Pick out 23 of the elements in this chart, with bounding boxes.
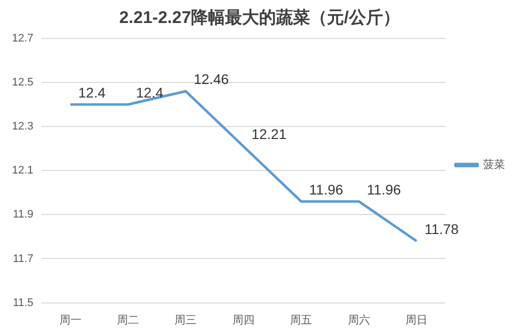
y-tick-label: 11.5: [12, 296, 34, 309]
x-tick-label: 周四: [232, 314, 254, 326]
data-label: 12.21: [251, 126, 287, 142]
data-label: 12.46: [194, 71, 229, 88]
data-label: 12.4: [78, 84, 106, 100]
x-tick-label: 周日: [406, 314, 428, 326]
y-tick-label: 12.7: [12, 32, 34, 44]
y-tick-label: 11.9: [12, 208, 34, 221]
x-tick-label: 周二: [117, 314, 139, 326]
y-tick-label: 12.5: [12, 76, 34, 88]
x-tick-label: 周一: [59, 314, 82, 326]
y-tick-label: 12.1: [12, 164, 34, 177]
x-tick-label: 周五: [290, 314, 312, 326]
y-tick-label: 12.3: [12, 120, 34, 133]
data-label: 11.96: [366, 181, 402, 198]
x-tick-label: 周六: [348, 313, 370, 326]
data-label: 11.78: [424, 220, 459, 237]
data-label: 12.4: [136, 84, 164, 100]
data-label: 11.96: [309, 181, 344, 198]
chart-title: 2.21-2.27降幅最大的蔬菜（元/公斤）: [119, 8, 400, 27]
x-tick-label: 周三: [174, 314, 197, 326]
legend-label: 菠菜: [483, 158, 505, 172]
y-tick-label: 11.7: [12, 252, 34, 265]
